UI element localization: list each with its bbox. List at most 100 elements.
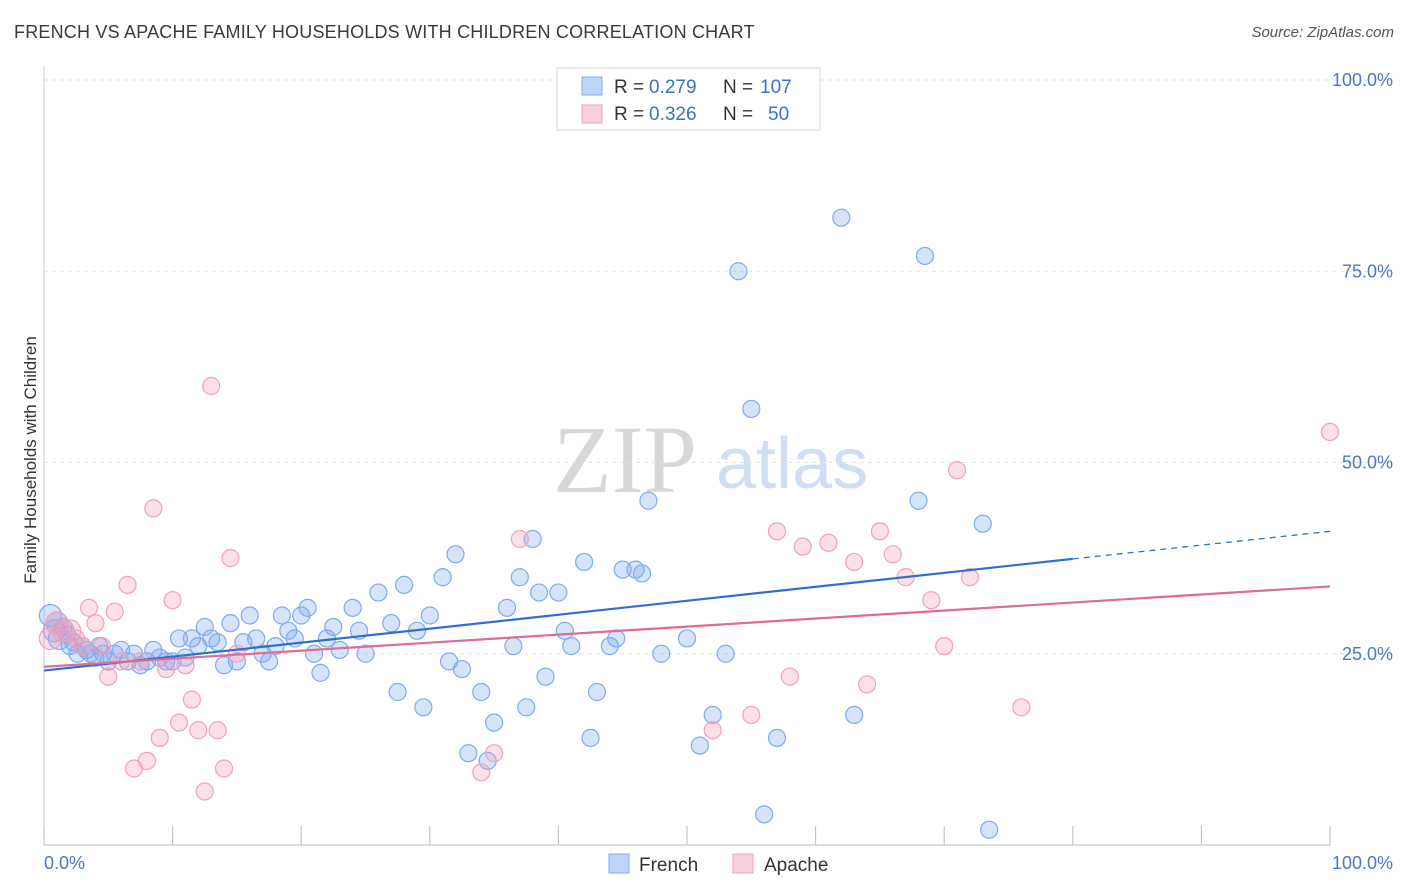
point-french-54 [356,644,375,663]
point-french-90 [690,736,709,755]
point-apache-44 [922,591,941,610]
point-french-56 [382,614,401,633]
point-apache-37 [793,537,812,556]
point-apache-19 [163,591,182,610]
point-french-34 [221,614,240,633]
point-french-0 [38,603,63,628]
point-french-94 [742,399,761,419]
gridlines [44,79,1392,655]
point-french-103 [530,583,549,602]
point-french-71 [504,636,523,656]
point-french-61 [420,606,439,625]
point-apache-45 [935,636,954,656]
legend-n-value-apache: 50 [768,104,789,125]
y-tick-label-25: 25.0% [1342,644,1393,664]
point-apache-34 [742,705,761,725]
bottom-legend: French Apache [608,853,828,876]
point-french-42 [272,606,292,625]
trend-line-french [43,557,1073,672]
point-apache-1 [45,611,69,635]
point-apache-40 [857,675,877,694]
point-french-80 [581,728,600,748]
trend-lines [43,530,1331,672]
point-french-101 [973,514,992,533]
point-apache-47 [960,568,980,587]
point-french-50 [324,617,343,637]
point-french-60 [414,698,433,717]
point-french-58 [394,575,414,595]
point-french-26 [169,629,189,648]
point-french-93 [729,262,748,281]
point-french-75 [536,667,555,686]
point-french-77 [555,621,574,640]
point-french-62 [433,568,452,587]
tick-labels: 25.0% 50.0% 75.0% 100.0% 0.0% 100.0% [44,70,1393,873]
point-apache-16 [144,499,163,518]
point-french-46 [298,598,317,617]
point-apache-24 [195,782,214,801]
point-apache-18 [157,659,176,679]
bottom-legend-swatch-french [608,853,630,874]
point-apache-42 [883,545,902,564]
watermark-zip: ZIP [553,406,697,513]
point-apache-23 [189,721,208,740]
point-french-72 [510,568,529,587]
trend-line-apache [43,585,1331,668]
y-tick-label-100: 100.0% [1332,70,1393,90]
point-apache-31 [485,744,504,763]
point-french-73 [517,698,536,717]
point-french-70 [497,598,517,617]
point-french-102 [980,820,999,839]
point-french-98 [845,705,864,725]
point-french-99 [909,491,928,510]
point-apache-48 [1012,698,1031,717]
point-french-67 [472,682,491,702]
point-apache-8 [92,636,111,656]
point-apache-39 [845,552,864,572]
point-french-47 [304,644,324,663]
y-tick-label-75: 75.0% [1342,261,1393,281]
point-french-65 [452,659,472,679]
point-french-69 [485,713,504,732]
point-apache-25 [202,376,221,396]
point-french-51 [330,640,349,660]
point-apache-36 [780,667,799,686]
point-french-66 [459,744,478,763]
point-apache-27 [214,759,234,778]
watermark: ZIP atlas [553,406,868,513]
x-tick-label-100: 100.0% [1332,853,1393,873]
point-french-74 [523,529,542,549]
point-french-84 [613,560,632,579]
point-french-89 [677,629,697,648]
point-apache-9 [99,667,118,686]
point-french-83 [607,629,626,648]
point-apache-30 [472,763,491,782]
point-french-76 [549,583,568,602]
point-french-57 [388,682,407,702]
point-apache-28 [221,549,240,568]
point-french-30 [195,617,214,637]
point-apache-22 [182,690,201,709]
watermark-atlas: atlas [716,424,868,504]
point-french-52 [343,598,362,617]
point-french-38 [247,629,266,648]
point-french-88 [652,644,671,663]
point-french-91 [703,705,722,725]
legend-r-label-apache: R = [614,104,644,125]
y-tick-label-50: 50.0% [1342,453,1393,473]
point-french-92 [716,644,735,663]
point-french-79 [575,552,594,572]
bottom-legend-label-french: French [639,855,698,876]
legend: R = 0.279 N = 107 R = 0.326 N = 50 [556,67,821,131]
point-french-97 [832,208,851,227]
point-apache-2 [51,619,75,643]
point-french-86 [632,564,652,583]
legend-swatch-apache [581,104,603,124]
point-french-48 [311,663,330,682]
point-apache-7 [86,614,105,633]
point-apache-38 [819,533,838,552]
point-apache-17 [150,728,169,748]
point-french-35 [227,652,246,671]
legend-r-value-french: 0.279 [649,77,697,98]
